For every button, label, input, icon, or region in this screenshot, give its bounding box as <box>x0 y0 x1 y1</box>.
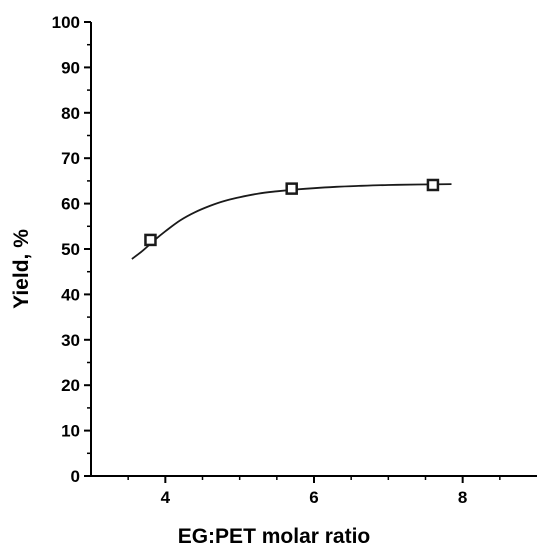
y-axis-ticks: 0 10 20 30 40 50 60 70 80 90 100 <box>52 13 91 486</box>
y-tick-label: 60 <box>61 195 80 214</box>
x-tick-label: 8 <box>458 488 467 507</box>
y-tick-label: 0 <box>71 467 80 486</box>
x-axis-ticks: 4 6 8 <box>127 476 501 507</box>
y-tick-label: 40 <box>61 285 80 304</box>
y-tick-label: 100 <box>52 13 80 32</box>
y-tick-label: 80 <box>61 104 80 123</box>
y-tick-label: 90 <box>61 58 80 77</box>
y-tick-label: 10 <box>61 422 80 441</box>
y-tick-label: 20 <box>61 376 80 395</box>
data-point-marker <box>426 178 440 192</box>
data-point-marker <box>144 233 157 247</box>
fit-curve <box>131 183 452 260</box>
y-tick-label: 30 <box>61 331 80 350</box>
y-tick-label: 70 <box>61 149 80 168</box>
x-axis-title: EG:PET molar ratio <box>178 525 371 546</box>
data-point-marker <box>285 182 298 195</box>
chart-axes <box>90 22 537 477</box>
x-tick-label: 6 <box>309 488 318 507</box>
data-points <box>144 178 440 247</box>
y-tick-label: 50 <box>61 240 80 259</box>
x-tick-label: 4 <box>161 488 171 507</box>
y-axis-title: Yield, % <box>10 229 33 309</box>
